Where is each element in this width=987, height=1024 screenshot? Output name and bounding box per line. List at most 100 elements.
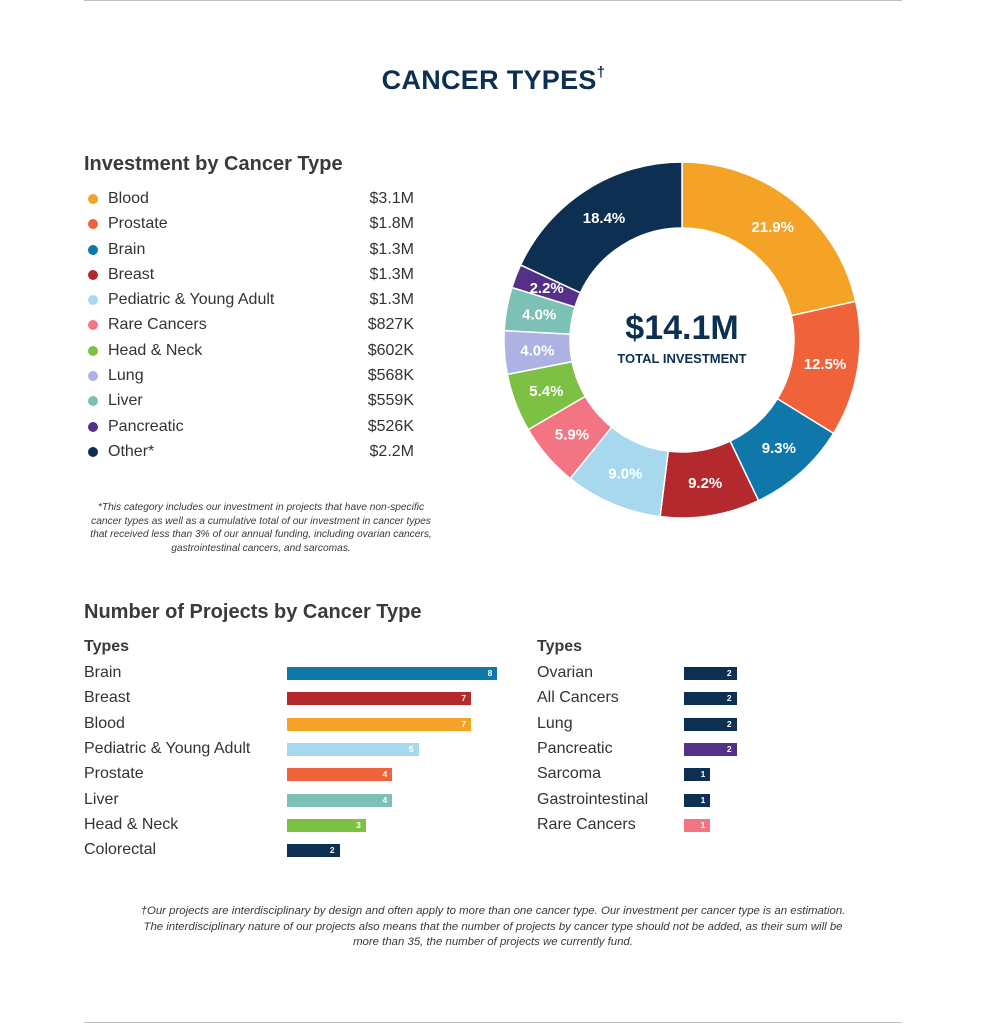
- bar-lung: 2: [684, 717, 737, 731]
- bar-row-prostate: Prostate 4: [84, 761, 507, 786]
- donut-svg: 21.9% 12.5% 9.3% 9.2% 9.0% 5.9% 5.4% 4.0% 4.0% 2.…: [503, 161, 861, 519]
- bar-ovarian: 2: [684, 667, 737, 680]
- legend-swatch: [88, 194, 98, 204]
- bar-label: Breast: [84, 689, 131, 707]
- projects-right-header: Types: [537, 638, 583, 655]
- legend-label: Prostate: [108, 215, 168, 233]
- other-category-note: *This category includes our investment i…: [90, 502, 432, 554]
- legend-label: Pediatric & Young Adult: [108, 291, 275, 309]
- legend-amount: $1.3M: [369, 265, 414, 283]
- bar-pancreatic: 2: [684, 742, 737, 756]
- legend-item-pancreatic: Pancreatic $526K: [88, 414, 414, 439]
- donut-slice-blood: [681, 161, 857, 317]
- bar-all-cancers: 2: [684, 692, 737, 706]
- bar-row-gastrointestinal: Gastrointestinal 1: [537, 787, 904, 812]
- legend-swatch: [88, 446, 98, 457]
- bar-gastrointestinal: 1: [684, 793, 711, 807]
- legend-swatch: [88, 219, 98, 230]
- bar-prostate: 4: [287, 768, 393, 782]
- bar-row-liver: Liver 4: [84, 787, 507, 812]
- legend-swatch: [88, 244, 98, 255]
- legend-amount: $568K: [367, 367, 414, 385]
- donut-label-other: 18.4%: [583, 210, 626, 227]
- bar-row-sarcoma: Sarcoma 1: [537, 761, 904, 786]
- legend-label: Head & Neck: [108, 341, 203, 359]
- legend-item-liver: Liver $559K: [88, 388, 414, 413]
- projects-heading: Number of Projects by Cancer Type: [84, 601, 422, 623]
- legend-amount: $1.8M: [369, 215, 414, 233]
- projects-left-header: Types: [84, 638, 130, 655]
- investment-legend: Blood $3.1M Prostate $1.8M Brain $1.3M Breast $…: [88, 186, 414, 464]
- bar-label: Pancreatic: [537, 739, 613, 757]
- bar-head-neck: 3: [287, 818, 366, 832]
- bar-label: Sarcoma: [537, 765, 602, 783]
- donut-label-head-neck: 5.4%: [529, 383, 563, 400]
- legend-amount: $1.3M: [369, 240, 414, 258]
- donut-label-breast: 9.2%: [688, 475, 722, 492]
- donut-label-liver: 4.0%: [522, 307, 556, 324]
- donut-label-pediatric-young-adult: 9.0%: [608, 465, 642, 482]
- bar-row-blood: Blood 7: [84, 711, 507, 736]
- legend-swatch: [88, 295, 98, 306]
- legend-swatch: [88, 396, 98, 407]
- bar-row-lung: Lung 2: [537, 711, 904, 736]
- bar-row-colorectal: Colorectal 2: [84, 837, 507, 862]
- bar-label: Pediatric & Young Adult: [84, 739, 251, 757]
- top-divider: [84, 0, 902, 1]
- bar-label: Ovarian: [537, 664, 594, 681]
- legend-amount: $827K: [367, 316, 414, 334]
- legend-amount: $559K: [367, 392, 414, 410]
- legend-amount: $2.2M: [369, 442, 414, 460]
- donut-center-label: TOTAL INVESTMENT: [617, 351, 747, 366]
- bar-blood: 7: [287, 717, 472, 731]
- bar-sarcoma: 1: [684, 768, 711, 782]
- legend-label: Lung: [108, 367, 144, 385]
- legend-item-brain: Brain $1.3M: [88, 237, 414, 262]
- legend-label: Other*: [108, 442, 155, 460]
- legend-swatch: [88, 269, 98, 280]
- legend-item-breast: Breast $1.3M: [88, 262, 414, 287]
- legend-item-lung: Lung $568K: [88, 363, 414, 388]
- legend-label: Blood: [108, 190, 149, 207]
- donut-label-brain: 9.3%: [762, 440, 796, 457]
- donut-label-pancreatic: 2.2%: [530, 280, 564, 297]
- legend-swatch: [88, 371, 98, 382]
- bar-label: Liver: [84, 790, 119, 808]
- legend-label: Pancreatic: [108, 417, 184, 435]
- donut-center-total: $14.1M: [625, 309, 739, 347]
- bar-row-ovarian: Ovarian 2: [537, 660, 904, 685]
- bar-row-rare-cancers: Rare Cancers 1: [537, 812, 904, 837]
- page-title: CANCER TYPES†: [381, 64, 606, 95]
- bar-label: Lung: [537, 714, 573, 732]
- bar-label: Colorectal: [84, 841, 157, 859]
- legend-item-blood: Blood $3.1M: [88, 186, 414, 211]
- bar-rare-cancers: 1: [684, 818, 711, 832]
- bar-liver: 4: [287, 793, 393, 807]
- legend-amount: $602K: [367, 341, 414, 359]
- bar-row-pancreatic: Pancreatic 2: [537, 736, 904, 761]
- bar-breast: 7: [287, 692, 472, 706]
- bar-label: All Cancers: [537, 689, 619, 707]
- bar-row-head-neck: Head & Neck 3: [84, 812, 507, 837]
- legend-item-prostate: Prostate $1.8M: [88, 211, 414, 236]
- legend-swatch: [88, 320, 98, 331]
- legend-label: Rare Cancers: [108, 316, 207, 334]
- bar-pediatric-young-adult: 5: [287, 742, 419, 756]
- bar-row-pediatric-young-adult: Pediatric & Young Adult 5: [84, 736, 507, 761]
- legend-amount: $3.1M: [369, 190, 414, 207]
- legend-item-other: Other* $2.2M: [88, 439, 414, 464]
- bar-label: Gastrointestinal: [537, 790, 649, 808]
- bar-brain: 8: [287, 667, 498, 680]
- legend-item-rare-cancers: Rare Cancers $827K: [88, 312, 414, 337]
- legend-label: Breast: [108, 265, 155, 283]
- bottom-divider: [84, 1022, 902, 1023]
- legend-swatch: [88, 421, 98, 432]
- donut-slice-other: [519, 161, 683, 294]
- investment-donut-chart: 21.9% 12.5% 9.3% 9.2% 9.0% 5.9% 5.4% 4.0% 4.0% 2.…: [502, 160, 862, 520]
- legend-label: Liver: [108, 392, 143, 410]
- bar-label: Blood: [84, 714, 125, 732]
- legend-item-pediatric-young-adult: Pediatric & Young Adult $1.3M: [88, 287, 414, 312]
- bar-label: Brain: [84, 664, 122, 681]
- bar-label: Head & Neck: [84, 815, 179, 833]
- donut-label-blood: 21.9%: [751, 219, 794, 236]
